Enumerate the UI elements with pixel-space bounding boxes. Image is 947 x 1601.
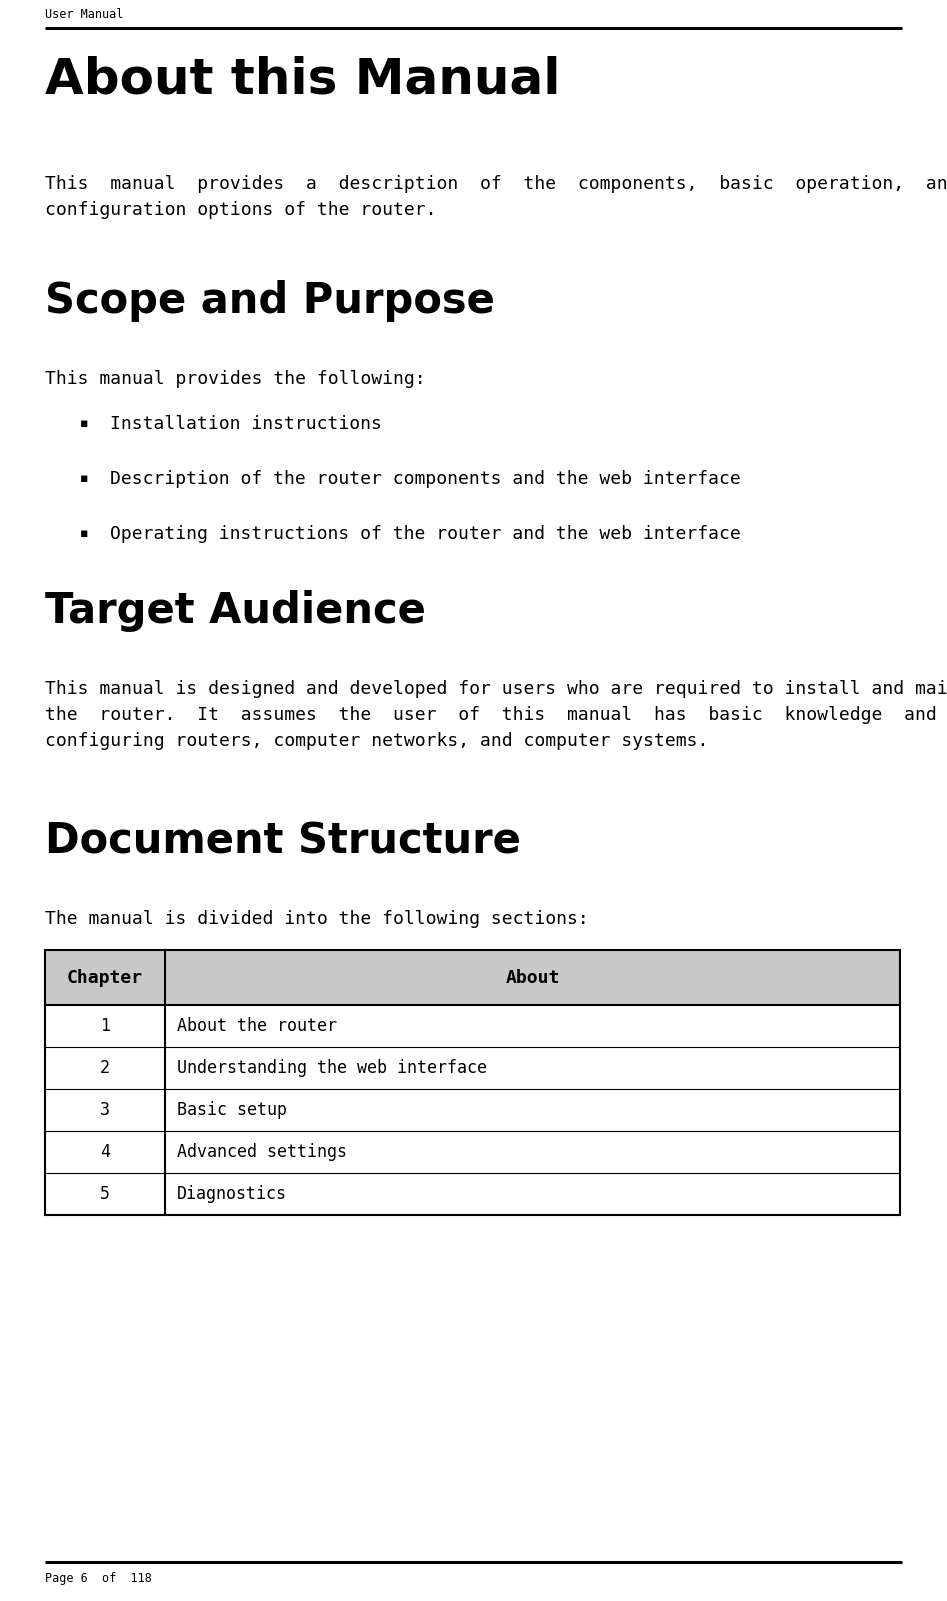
Text: About the router: About the router xyxy=(177,1017,337,1034)
Text: configuring routers, computer networks, and computer systems.: configuring routers, computer networks, … xyxy=(45,732,708,749)
Text: Scope and Purpose: Scope and Purpose xyxy=(45,280,495,322)
Bar xyxy=(45,949,900,1215)
Text: 2: 2 xyxy=(100,1058,110,1077)
Text: 1: 1 xyxy=(100,1017,110,1034)
Bar xyxy=(45,1047,900,1089)
Text: Operating instructions of the router and the web interface: Operating instructions of the router and… xyxy=(110,525,741,543)
Text: Page 6  of  118: Page 6 of 118 xyxy=(45,1572,152,1585)
Text: 5: 5 xyxy=(100,1185,110,1202)
Text: About this Manual: About this Manual xyxy=(45,54,561,102)
Text: Diagnostics: Diagnostics xyxy=(177,1185,287,1202)
Text: Chapter: Chapter xyxy=(67,969,143,986)
Text: ▪: ▪ xyxy=(80,527,88,540)
Text: the  router.  It  assumes  the  user  of  this  manual  has  basic  knowledge  a: the router. It assumes the user of this … xyxy=(45,706,947,724)
Bar xyxy=(45,1089,900,1130)
Text: Basic setup: Basic setup xyxy=(177,1101,287,1119)
Text: This manual is designed and developed for users who are required to install and : This manual is designed and developed fo… xyxy=(45,680,947,698)
Text: Description of the router components and the web interface: Description of the router components and… xyxy=(110,471,741,488)
Text: Target Audience: Target Audience xyxy=(45,591,426,632)
Text: 4: 4 xyxy=(100,1143,110,1161)
Bar xyxy=(45,1005,900,1047)
Bar xyxy=(45,949,900,1005)
Text: About: About xyxy=(506,969,560,986)
Text: ▪: ▪ xyxy=(80,416,88,431)
Text: Advanced settings: Advanced settings xyxy=(177,1143,347,1161)
Text: This  manual  provides  a  description  of  the  components,  basic  operation, : This manual provides a description of th… xyxy=(45,175,947,194)
Text: configuration options of the router.: configuration options of the router. xyxy=(45,202,437,219)
Text: This manual provides the following:: This manual provides the following: xyxy=(45,370,425,387)
Text: Document Structure: Document Structure xyxy=(45,820,521,861)
Text: ▪: ▪ xyxy=(80,472,88,485)
Text: Installation instructions: Installation instructions xyxy=(110,415,382,432)
Text: The manual is divided into the following sections:: The manual is divided into the following… xyxy=(45,909,589,929)
Text: Understanding the web interface: Understanding the web interface xyxy=(177,1058,487,1077)
Text: User Manual: User Manual xyxy=(45,8,123,21)
Bar xyxy=(45,1174,900,1215)
Bar xyxy=(45,1130,900,1174)
Text: 3: 3 xyxy=(100,1101,110,1119)
